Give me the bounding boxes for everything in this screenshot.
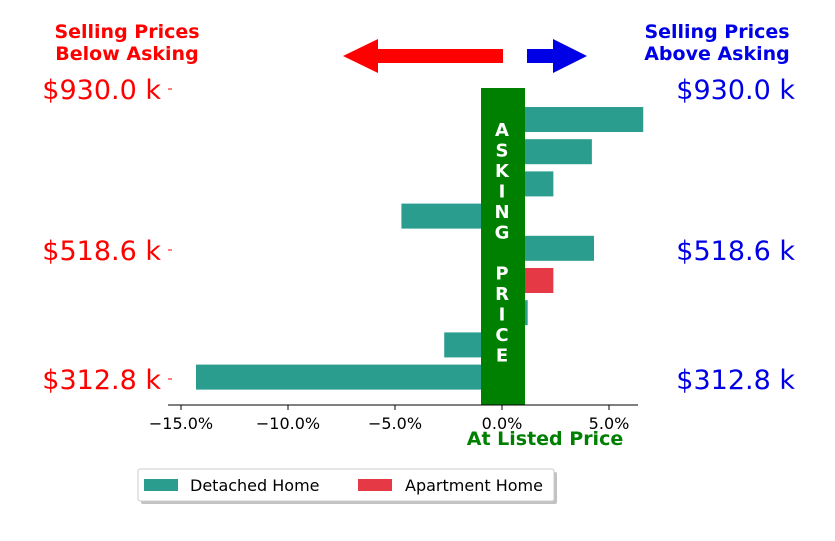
y-tick-label: $518.6 k <box>676 236 795 267</box>
y-tick-label: $312.8 k <box>676 365 795 396</box>
above-asking-header-line1: Selling Prices <box>644 21 789 43</box>
below-asking-header-line1: Selling Prices <box>54 21 199 43</box>
bar-detached <box>502 107 644 132</box>
y-tick-labels-left: $930.0 k $518.6 k $312.8 k <box>42 75 172 396</box>
asking-price-band <box>481 88 525 405</box>
y-tick-labels-right: $930.0 k $518.6 k $312.8 k <box>676 75 795 396</box>
asking-price-letter: E <box>496 346 508 367</box>
left-arrow-icon <box>343 39 503 73</box>
right-arrow-icon <box>527 39 587 73</box>
x-tick-label: 5.0% <box>589 414 630 433</box>
asking-price-letter: I <box>499 305 506 326</box>
asking-price-letter: R <box>495 284 509 305</box>
asking-price-letter: G <box>495 223 510 244</box>
bar-detached <box>195 364 503 390</box>
x-axis-label: At Listed Price <box>467 428 623 450</box>
asking-price-letter: N <box>494 202 509 223</box>
asking-price-letter: P <box>495 264 508 285</box>
y-tick-label: $518.6 k <box>42 236 161 267</box>
x-tick-label: 0.0% <box>482 414 523 433</box>
asking-price-letter: S <box>496 141 509 162</box>
x-tick-label: −15.0% <box>149 414 213 433</box>
y-tick-label: $312.8 k <box>42 365 161 396</box>
x-tick-label: −10.0% <box>256 414 320 433</box>
asking-price-letter: K <box>495 161 510 182</box>
asking-price-letter: I <box>499 182 506 203</box>
asking-price-letter: A <box>495 120 509 141</box>
bars-group <box>195 107 644 390</box>
legend-box <box>137 468 555 502</box>
y-tick-label: $930.0 k <box>42 75 161 106</box>
x-tick-label: −5.0% <box>368 414 422 433</box>
y-tick-label: $930.0 k <box>676 75 795 106</box>
legend: Detached Home Apartment Home <box>137 468 557 504</box>
legend-swatch-detached <box>144 479 178 491</box>
legend-label-detached: Detached Home <box>190 476 320 495</box>
legend-label-apartment: Apartment Home <box>405 476 543 495</box>
legend-swatch-apartment <box>358 479 392 491</box>
asking-price-letter: C <box>495 325 508 346</box>
below-asking-header-line2: Below Asking <box>55 43 198 65</box>
x-ticks: −15.0% −10.0% −5.0% 0.0% 5.0% <box>149 405 629 433</box>
above-asking-header-line2: Above Asking <box>644 43 790 65</box>
